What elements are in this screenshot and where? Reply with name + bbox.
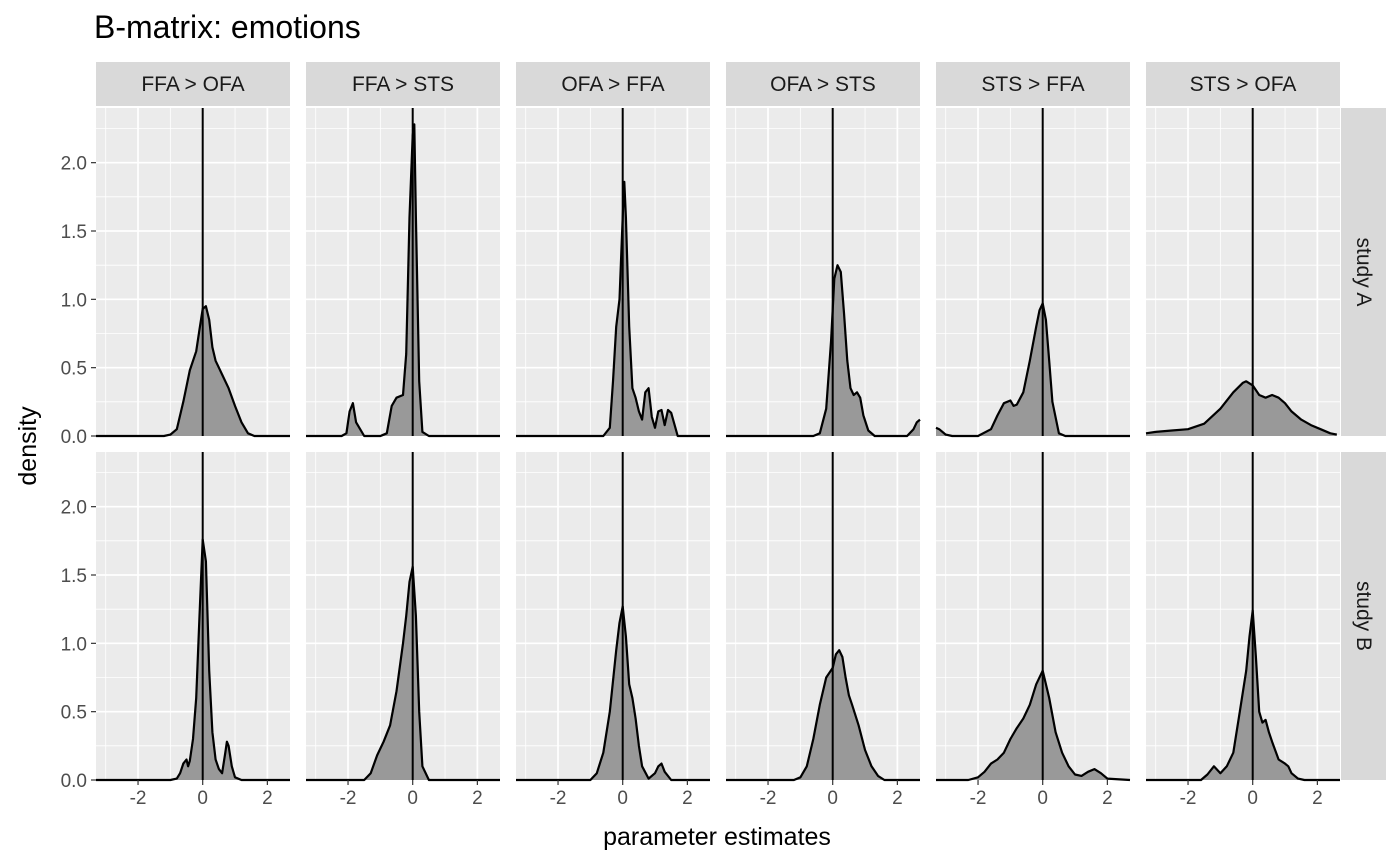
x-tick-label: -2 [1180,788,1197,809]
y-tick-label: 2.0 [61,154,87,175]
facet-column-label: OFA > FFA [561,73,664,96]
facet-strip [726,62,920,106]
density-area [726,650,920,780]
x-tick-label: 2 [262,788,273,809]
facet-column-label: OFA > STS [770,73,876,96]
y-tick-label: 2.0 [61,498,87,519]
x-tick-label: -2 [760,788,777,809]
facet-strip [306,62,500,106]
y-tick-label: 0.5 [61,703,87,724]
panel-background [726,108,920,436]
facet-panel [516,108,710,438]
facet-panel [936,452,1131,782]
density-line [935,302,1130,438]
x-tick-label: 2 [472,788,483,809]
facet-strip [1146,62,1340,106]
x-tick-label: -2 [970,788,987,809]
facet-panel [935,108,1130,438]
density-line [726,264,921,438]
y-tick-label: 0.5 [61,359,87,380]
density-line [96,538,290,782]
facet-row-strip [1341,452,1386,780]
facet-panel [1146,452,1340,782]
x-tick-label: -2 [550,788,567,809]
x-tick-label: 0 [1037,788,1048,809]
facet-strip [516,62,710,106]
facet-panel [306,452,500,782]
density-line [306,565,500,782]
facet-panel [1145,108,1340,437]
y-tick-label: 1.5 [61,566,87,587]
facet-strip [96,62,290,106]
x-tick-label: 0 [407,788,418,809]
y-tick-label: 0.0 [61,771,87,792]
x-tick-label: 2 [682,788,693,809]
density-area [936,670,1130,780]
density-area [96,306,290,436]
x-axis-title: parameter estimates [603,823,831,851]
y-axis-title: density [14,406,42,486]
y-axis-ticks: 0.0 0.5 1.0 1.5 2.0 0.0 0.5 1.0 1.5 2.0 [61,154,96,792]
facet-row-label: study B [1352,581,1375,651]
facet-column-label: STS > OFA [1190,73,1297,96]
facet-panel [96,452,290,782]
x-tick-label: 0 [617,788,628,809]
facet-panel [306,108,500,438]
facet-panel [96,108,290,438]
panel-grid: FFA > OFA FFA > STS OFA > FFA OFA > STS STS … [96,62,1386,782]
density-line [306,123,500,438]
y-tick-label: 1.5 [61,222,87,243]
y-tick-label: 1.0 [61,634,87,655]
density-line [936,669,1131,782]
x-tick-label: -2 [340,788,357,809]
density-line [726,649,920,782]
facet-column-label: FFA > STS [352,73,454,96]
facet-panel [516,452,710,782]
facet-column-label: STS > FFA [981,73,1084,96]
y-tick-label: 1.0 [61,290,87,311]
x-tick-label: -2 [130,788,147,809]
facet-panel [726,452,920,782]
x-tick-label: 0 [1247,788,1258,809]
density-area [1146,381,1337,436]
x-tick-label: 2 [1102,788,1113,809]
density-line [1145,380,1338,436]
density-line [516,180,710,438]
density-area [516,606,710,780]
chart-title: B-matrix: emotions [94,9,361,45]
density-line [516,605,710,782]
facet-strip [936,62,1130,106]
density-line [1146,609,1340,782]
x-tick-label: 0 [827,788,838,809]
facet-row-strip [1341,108,1386,436]
x-tick-label: 2 [892,788,903,809]
facet-row-label: study A [1352,238,1375,307]
facet-panel [726,108,921,438]
x-tick-label: 0 [197,788,208,809]
y-tick-label: 0.0 [61,427,87,448]
density-area [306,566,500,780]
facet-column-label: FFA > OFA [141,73,244,96]
x-axis-ticks: -2 0 2 -2 0 2 -2 0 2 -2 0 2 -2 0 2 -2 0 2 [130,780,1323,809]
x-tick-label: 2 [1312,788,1323,809]
density-line [96,305,290,438]
density-area [936,303,1130,436]
